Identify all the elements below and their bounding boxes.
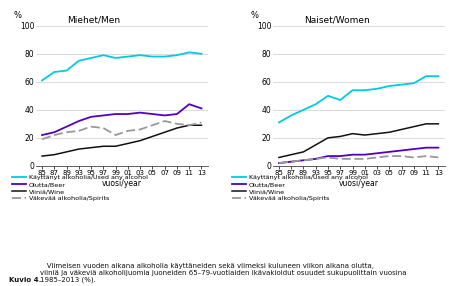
Text: %: % (13, 11, 22, 20)
Legend: Käyttänyt alkoholia/Used any alcohol, Olutta/Beer, Viiniä/Wine, Väkevää alkoholi: Käyttänyt alkoholia/Used any alcohol, Ol… (232, 175, 368, 201)
Legend: Käyttänyt alkoholia/Used any alcohol, Olutta/Beer, Viiniä/Wine, Väkevää alkoholi: Käyttänyt alkoholia/Used any alcohol, Ol… (12, 175, 148, 201)
Text: %: % (251, 11, 259, 20)
X-axis label: vuosi/year: vuosi/year (102, 179, 142, 188)
Text: Viimeisen vuoden aikana alkoholia käyttäneiden sekä viimeksi kuluneen viikon aik: Viimeisen vuoden aikana alkoholia käyttä… (40, 263, 406, 283)
Text: Naiset/Women: Naiset/Women (304, 16, 370, 25)
Text: Kuvio 4.: Kuvio 4. (9, 277, 41, 283)
X-axis label: vuosi/year: vuosi/year (339, 179, 379, 188)
Text: Miehet/Men: Miehet/Men (67, 16, 120, 25)
